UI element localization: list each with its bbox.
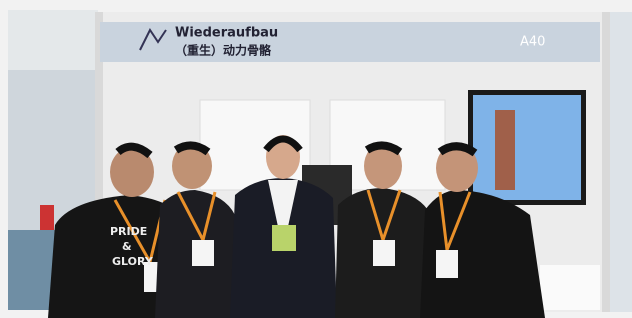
hall-ceiling — [8, 10, 98, 70]
booth-post — [602, 12, 610, 312]
sign-subtitle: （重生）动力骨骼 — [175, 43, 272, 58]
hall-object — [40, 205, 54, 230]
badge — [192, 240, 214, 266]
sign-title: Wiederaufbau — [175, 26, 278, 41]
hall-right — [610, 12, 632, 312]
tv-screen — [473, 95, 581, 200]
badge — [373, 240, 395, 266]
shirt-print: & — [122, 240, 132, 253]
booth-number: A40 — [520, 35, 545, 50]
tv-figure — [495, 110, 515, 190]
shirt-print: PRIDE — [110, 225, 147, 238]
shirt-print: GLORY — [112, 255, 154, 268]
photo: Wiederaufbau （重生）动力骨骼 A40 PRIDE & GLORY — [0, 0, 632, 318]
table — [540, 265, 600, 310]
badge — [272, 225, 296, 251]
badge — [436, 250, 458, 278]
